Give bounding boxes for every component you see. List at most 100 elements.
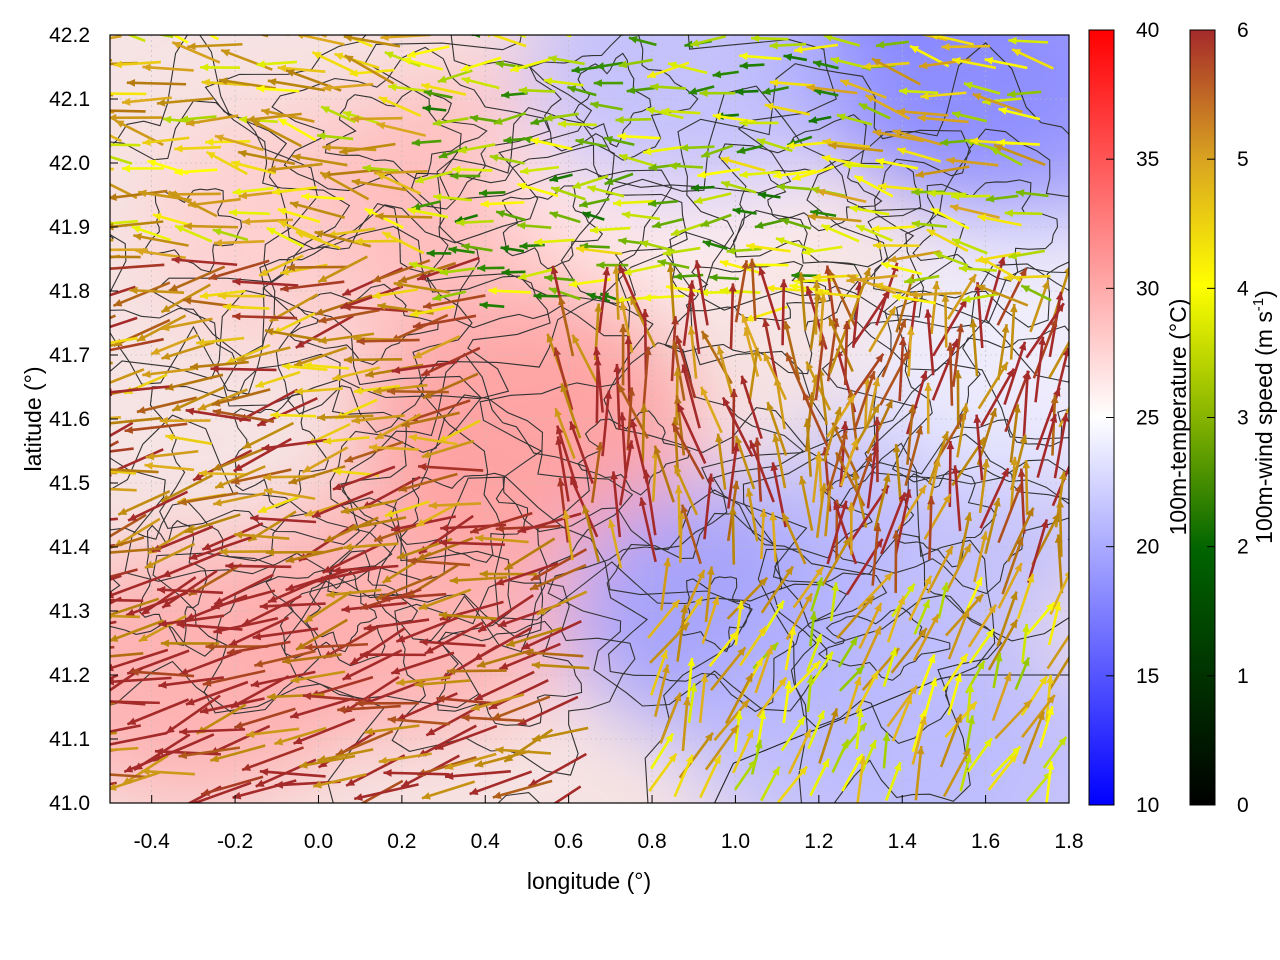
wind-arrow-head xyxy=(671,340,680,349)
wind-arrow xyxy=(252,627,319,641)
wind-arrow xyxy=(681,696,691,752)
wind-arrow xyxy=(977,361,1009,410)
wind-arrow-shaft xyxy=(286,265,348,269)
wind-arrow xyxy=(681,364,701,429)
wind-arrow-shaft xyxy=(133,234,189,247)
wind-arrow-head xyxy=(436,695,445,703)
wind-arrow-shaft xyxy=(121,96,172,104)
wind-arrow xyxy=(917,653,936,696)
wind-arrow xyxy=(961,292,1000,303)
wind-arrow-head xyxy=(421,368,431,376)
wind-arrow-head xyxy=(142,63,151,72)
wind-arrow-head xyxy=(728,506,737,515)
wind-arrow-head xyxy=(805,286,814,296)
wind-arrow-shaft xyxy=(164,373,224,391)
wind-arrow xyxy=(414,170,453,184)
wind-arrow-head xyxy=(302,464,312,473)
wind-arrow-shaft xyxy=(831,422,860,479)
wind-arrow-shaft xyxy=(906,404,915,465)
wind-arrow-head xyxy=(299,761,308,769)
wind-arrow xyxy=(364,724,420,736)
wind-arrow-shaft xyxy=(703,473,713,540)
wind-arrow xyxy=(980,367,1016,427)
wind-arrow xyxy=(856,755,867,803)
wind-arrow xyxy=(125,591,189,617)
wind-arrow-head xyxy=(765,645,773,655)
wind-arrow xyxy=(129,286,185,295)
wind-arrow-shaft xyxy=(653,445,675,503)
wind-arrow-head xyxy=(770,462,779,472)
wind-arrow xyxy=(956,512,973,569)
wind-arrow-shaft xyxy=(412,335,461,360)
wind-arrow-shaft xyxy=(826,394,856,438)
wind-arrow xyxy=(1022,710,1046,765)
wind-arrow-head xyxy=(315,575,325,584)
wind-arrow-head xyxy=(1046,674,1054,684)
wind-arrow-head xyxy=(639,240,649,248)
wind-arrow xyxy=(772,433,787,489)
wind-arrow xyxy=(810,576,824,612)
wind-arrow-head xyxy=(424,646,434,654)
wind-arrow-head xyxy=(1061,413,1069,422)
wind-arrow xyxy=(603,135,635,147)
wind-arrow xyxy=(110,645,115,649)
wind-arrow xyxy=(350,114,403,123)
wind-arrow-shaft xyxy=(560,382,582,439)
wind-arrow xyxy=(997,562,1023,609)
wind-arrow xyxy=(371,259,431,283)
wind-arrow xyxy=(288,465,346,485)
wind-arrow-head xyxy=(1058,736,1067,746)
wind-arrow-head xyxy=(128,513,138,521)
wind-arrow-head xyxy=(720,156,730,165)
wind-arrow xyxy=(846,274,897,295)
wind-arrow-shaft xyxy=(495,748,552,755)
wind-arrow-head xyxy=(817,710,825,720)
wind-arrow-shaft xyxy=(595,357,600,424)
wind-arrow xyxy=(254,649,316,668)
wind-arrow-head xyxy=(130,668,139,677)
wind-arrow-head xyxy=(337,705,346,714)
wind-arrow-head xyxy=(159,416,168,425)
wind-arrow-head xyxy=(126,608,136,617)
wind-arrow-head xyxy=(238,115,248,124)
wind-arrow-shaft xyxy=(124,422,188,433)
wind-arrow-shaft xyxy=(213,617,279,634)
wind-arrow-head xyxy=(711,596,720,606)
wind-arrow-shaft xyxy=(126,81,187,86)
terrain-contour xyxy=(501,185,604,270)
wind-arrow-head xyxy=(118,507,128,515)
wind-arrow-head xyxy=(1039,676,1047,685)
terrain-contour xyxy=(110,414,393,715)
wind-arrow xyxy=(751,35,789,43)
wind-arrow-shaft xyxy=(746,488,759,542)
wind-arrow-head xyxy=(700,673,709,683)
colorbar-tick-label: 15 xyxy=(1136,665,1159,688)
wind-arrow-head xyxy=(544,274,553,282)
wind-arrow-head xyxy=(933,458,941,467)
wind-arrow xyxy=(930,280,941,335)
wind-arrow-head xyxy=(687,326,696,335)
wind-arrow xyxy=(320,105,356,124)
wind-arrow-shaft xyxy=(849,452,873,514)
wind-arrow-head xyxy=(264,487,273,496)
wind-arrow xyxy=(171,256,238,267)
wind-arrow xyxy=(150,333,199,356)
wind-arrow-shaft xyxy=(138,614,187,643)
wind-arrow-shaft xyxy=(558,30,597,32)
wind-arrow-shaft xyxy=(233,532,290,541)
wind-arrow xyxy=(996,591,1018,647)
wind-arrow-head xyxy=(1050,394,1059,404)
wind-arrow-head xyxy=(200,63,209,72)
wind-arrow-head xyxy=(356,337,365,346)
wind-arrow xyxy=(924,309,935,376)
wind-arrow xyxy=(110,35,122,40)
wind-arrow-head xyxy=(593,346,601,356)
wind-arrow xyxy=(110,469,137,475)
wind-arrow-head xyxy=(475,534,484,543)
wind-arrow-shaft xyxy=(709,646,747,692)
wind-arrow-head xyxy=(471,703,481,711)
wind-arrow xyxy=(973,414,984,481)
x-tick-label: 0.2 xyxy=(387,830,416,853)
wind-arrow xyxy=(990,147,1023,167)
wind-arrow xyxy=(699,89,736,98)
